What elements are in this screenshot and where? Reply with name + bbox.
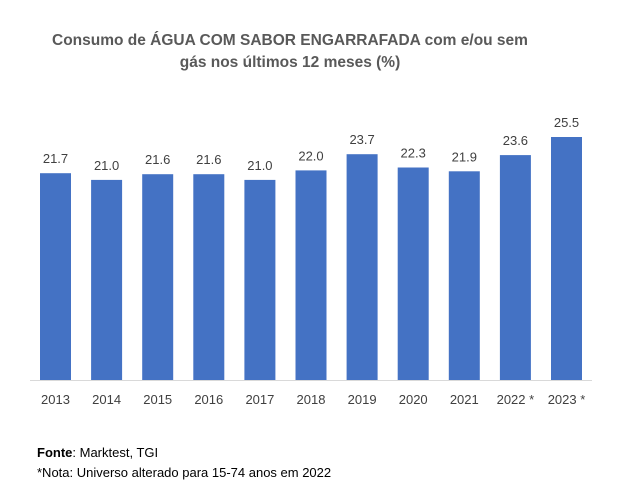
- data-label-5: 22.0: [298, 148, 323, 163]
- chart-title-line-2: gás nos últimos 12 meses (%): [179, 54, 401, 71]
- data-label-6: 23.7: [349, 132, 374, 147]
- bar-2: [142, 174, 174, 380]
- data-label-10: 25.5: [554, 115, 579, 130]
- data-label-1: 21.0: [94, 158, 119, 173]
- x-tick-label-6: 2019: [348, 392, 377, 407]
- x-tick-label-9: 2022 *: [497, 392, 535, 407]
- x-tick-label-5: 2018: [297, 392, 326, 407]
- bar-8: [448, 171, 480, 380]
- bar-9: [499, 155, 531, 380]
- x-tick-label-4: 2017: [245, 392, 274, 407]
- data-label-7: 22.3: [401, 146, 426, 161]
- bar-4: [244, 179, 276, 380]
- x-tick-label-2: 2015: [143, 392, 172, 407]
- x-tick-label-7: 2020: [399, 392, 428, 407]
- x-tick-label-3: 2016: [194, 392, 223, 407]
- bar-3: [193, 174, 225, 380]
- bar-7: [397, 167, 429, 380]
- data-label-3: 21.6: [196, 152, 221, 167]
- x-tick-label-1: 2014: [92, 392, 121, 407]
- chart-title: Consumo de ÁGUA COM SABOR ENGARRAFADA co…: [40, 30, 540, 74]
- x-tick-label-10: 2023 *: [548, 392, 586, 407]
- chart-title-line-1: Consumo de ÁGUA COM SABOR ENGARRAFADA co…: [52, 32, 528, 49]
- footnote: *Nota: Universo alterado para 15-74 anos…: [37, 465, 332, 480]
- data-label-4: 21.0: [247, 158, 272, 173]
- bar-6: [346, 154, 378, 380]
- bar-1: [91, 179, 123, 380]
- source-label: Fonte: [37, 445, 73, 460]
- source-note: Fonte: Marktest, TGI: [37, 445, 158, 460]
- source-text: : Marktest, TGI: [72, 445, 159, 460]
- bar-0: [40, 173, 71, 380]
- bar-5: [295, 170, 327, 380]
- bar-10: [551, 137, 582, 380]
- x-tick-label-8: 2021: [450, 392, 479, 407]
- data-label-2: 21.6: [145, 152, 170, 167]
- data-label-9: 23.6: [503, 133, 528, 148]
- data-label-0: 21.7: [43, 151, 68, 166]
- data-label-8: 21.9: [452, 149, 477, 164]
- x-tick-label-0: 2013: [41, 392, 70, 407]
